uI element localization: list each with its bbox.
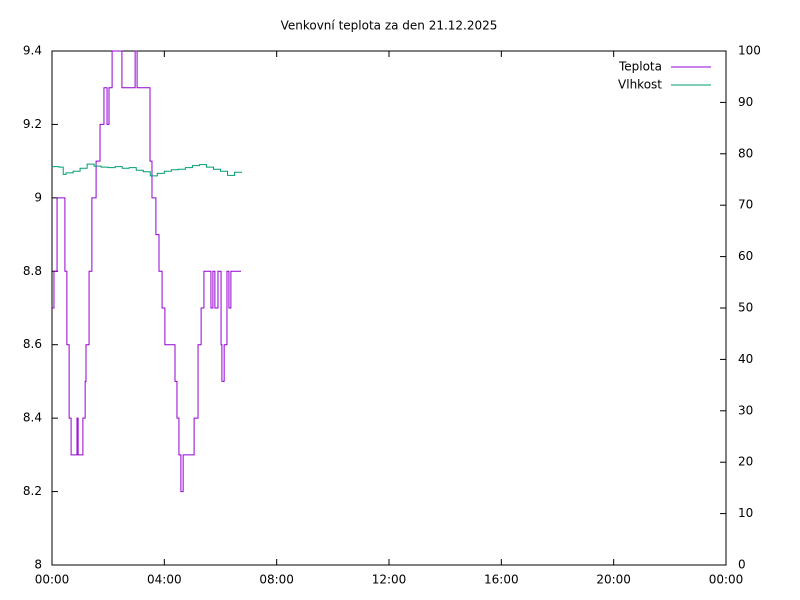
y-tick-label: 9.2 — [23, 117, 42, 131]
plot-border — [51, 50, 727, 566]
y2-tick-label: 90 — [738, 95, 753, 109]
y-tick-label: 9.4 — [23, 44, 42, 58]
x-tick-label: 04:00 — [147, 573, 182, 587]
y2-tick-label: 70 — [738, 198, 753, 212]
y-tick-label: 8.6 — [23, 337, 42, 351]
y-tick-label: 8 — [34, 558, 42, 572]
y-tick-label: 9 — [34, 190, 42, 204]
y2-tick-label: 20 — [738, 455, 753, 469]
legend-label: Teplota — [618, 60, 662, 74]
x-tick-label: 16:00 — [484, 573, 519, 587]
x-tick-label: 00:00 — [709, 573, 744, 587]
x-tick-label: 00:00 — [35, 573, 70, 587]
y2-tick-label: 60 — [738, 249, 753, 263]
chart-title: Venkovní teplota za den 21.12.2025 — [281, 19, 498, 33]
legend-label: Vlhkost — [618, 78, 662, 92]
y2-tick-label: 30 — [738, 403, 753, 417]
series-line — [52, 50, 242, 493]
y-tick-label: 8.2 — [23, 484, 42, 498]
y-tick-label: 8.4 — [23, 411, 42, 425]
y2-tick-label: 80 — [738, 146, 753, 160]
x-tick-label: 08:00 — [259, 573, 294, 587]
x-tick-label: 12:00 — [372, 573, 407, 587]
x-tick-label: 20:00 — [596, 573, 631, 587]
y2-tick-label: 40 — [738, 352, 753, 366]
y2-tick-label: 10 — [738, 506, 753, 520]
series-line — [52, 163, 243, 177]
y2-tick-label: 0 — [738, 558, 746, 572]
y2-tick-label: 100 — [738, 44, 761, 58]
y-tick-label: 8.8 — [23, 264, 42, 278]
y2-tick-label: 50 — [738, 301, 753, 315]
